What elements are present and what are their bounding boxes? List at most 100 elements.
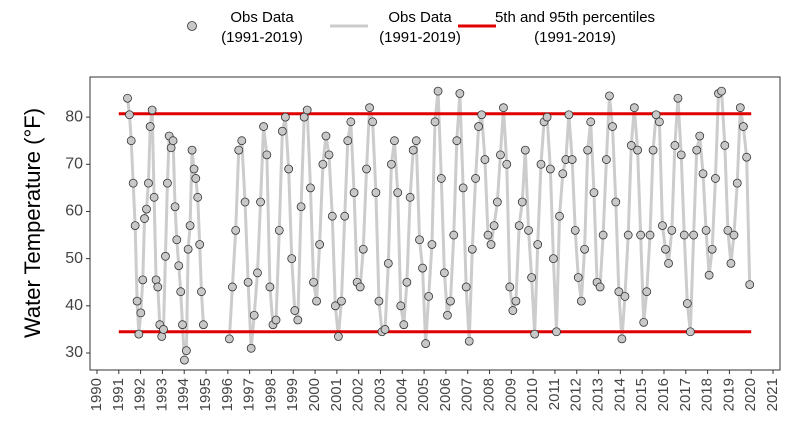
data-point bbox=[605, 91, 614, 101]
data-point bbox=[520, 145, 530, 155]
data-point bbox=[163, 178, 172, 188]
data-point bbox=[293, 315, 303, 325]
data-point bbox=[467, 244, 477, 254]
data-point bbox=[371, 188, 381, 197]
data-point bbox=[542, 112, 552, 122]
legend-marker bbox=[187, 21, 197, 31]
data-point bbox=[132, 296, 142, 306]
data-point bbox=[287, 254, 297, 264]
data-point bbox=[170, 202, 180, 212]
data-point bbox=[187, 145, 197, 155]
data-point bbox=[142, 204, 151, 214]
data-point bbox=[430, 117, 440, 127]
data-point bbox=[658, 221, 667, 231]
data-point bbox=[583, 145, 593, 155]
data-point bbox=[123, 93, 132, 103]
data-point bbox=[608, 122, 617, 131]
data-point bbox=[449, 230, 459, 240]
data-point bbox=[144, 178, 153, 188]
legend-label: (1991-2019) bbox=[534, 29, 616, 46]
data-point bbox=[296, 202, 306, 212]
data-point bbox=[633, 145, 642, 155]
data-point bbox=[611, 197, 621, 207]
data-point bbox=[125, 110, 134, 120]
data-point bbox=[629, 103, 639, 113]
legend-label: 5th and 95th percentiles bbox=[495, 9, 655, 26]
x-tick-label: 2009 bbox=[502, 378, 519, 411]
data-point bbox=[695, 131, 705, 141]
x-tick-label: 2005 bbox=[415, 378, 432, 411]
data-point bbox=[231, 225, 241, 235]
data-point bbox=[346, 117, 356, 127]
data-point bbox=[661, 244, 670, 254]
data-point bbox=[174, 261, 184, 271]
x-tick-label: 1990 bbox=[88, 378, 105, 411]
data-point bbox=[555, 211, 564, 221]
data-point bbox=[149, 192, 159, 202]
data-point bbox=[271, 315, 281, 325]
data-point bbox=[197, 287, 206, 297]
data-point bbox=[321, 131, 331, 141]
data-point bbox=[265, 282, 275, 292]
data-point bbox=[138, 275, 148, 285]
data-point bbox=[651, 110, 661, 120]
data-point bbox=[349, 188, 359, 197]
data-point bbox=[623, 230, 633, 240]
data-point bbox=[358, 244, 368, 254]
x-tick-label: 2015 bbox=[633, 378, 650, 411]
data-point bbox=[408, 145, 418, 155]
data-point bbox=[570, 225, 580, 235]
y-tick-label: 80 bbox=[65, 108, 83, 125]
data-point bbox=[405, 192, 415, 202]
data-point bbox=[602, 155, 611, 164]
data-point bbox=[178, 320, 187, 330]
x-tick-label: 2008 bbox=[480, 378, 497, 411]
data-point bbox=[483, 230, 493, 240]
data-point bbox=[573, 273, 583, 282]
data-point bbox=[589, 188, 599, 197]
data-point bbox=[738, 122, 748, 131]
data-point bbox=[199, 320, 208, 330]
data-point bbox=[136, 308, 146, 318]
y-tick-label: 40 bbox=[65, 297, 83, 314]
data-point bbox=[726, 258, 736, 268]
data-point bbox=[626, 141, 636, 150]
x-tick-label: 2011 bbox=[546, 378, 563, 410]
data-point bbox=[685, 327, 695, 337]
data-point bbox=[134, 329, 144, 339]
data-point bbox=[436, 174, 446, 183]
data-point bbox=[312, 296, 321, 306]
data-point bbox=[411, 136, 421, 146]
data-point bbox=[458, 183, 468, 193]
data-point bbox=[642, 287, 652, 297]
data-point bbox=[380, 325, 390, 334]
data-point bbox=[306, 183, 315, 193]
data-point bbox=[645, 230, 655, 240]
data-point bbox=[355, 282, 365, 292]
data-point bbox=[191, 174, 201, 183]
data-point bbox=[480, 155, 490, 164]
x-tick-label: 2019 bbox=[720, 378, 737, 411]
data-point bbox=[259, 122, 268, 131]
x-tick-label: 2017 bbox=[677, 378, 694, 411]
data-point bbox=[580, 244, 590, 254]
x-tick-label: 1996 bbox=[219, 378, 236, 411]
data-point bbox=[617, 334, 627, 344]
data-point bbox=[427, 240, 437, 249]
data-point bbox=[253, 268, 262, 278]
data-point bbox=[711, 174, 720, 183]
data-point bbox=[676, 150, 686, 160]
data-point bbox=[732, 178, 742, 188]
data-point bbox=[309, 277, 318, 287]
data-point bbox=[443, 310, 452, 320]
data-point bbox=[536, 159, 546, 169]
legend-label: (1991-2019) bbox=[221, 29, 303, 46]
data-point bbox=[256, 197, 265, 207]
data-point bbox=[365, 103, 374, 113]
data-point bbox=[682, 299, 692, 308]
data-point bbox=[390, 136, 399, 146]
x-tick-label: 2014 bbox=[611, 378, 628, 411]
data-point bbox=[280, 112, 290, 122]
data-point bbox=[386, 159, 396, 169]
